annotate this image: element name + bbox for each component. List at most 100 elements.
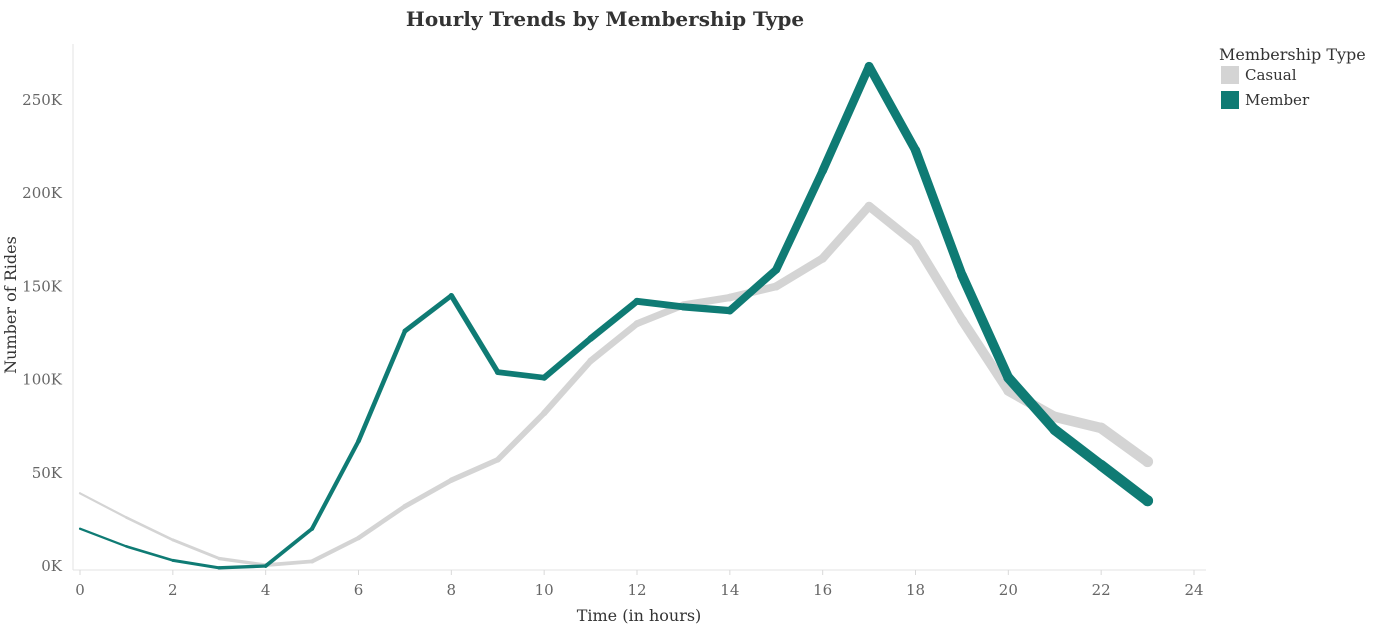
- x-tick-label: 8: [447, 581, 457, 599]
- series-segment: [125, 516, 175, 542]
- y-tick-label: 0K: [41, 557, 63, 575]
- series-segment: [1095, 459, 1153, 507]
- data-point: [957, 270, 967, 280]
- series-segment: [818, 201, 874, 263]
- data-point: [448, 477, 454, 483]
- data-point: [541, 374, 548, 381]
- series-segment: [448, 293, 501, 375]
- data-point: [356, 438, 361, 444]
- series-segment: [864, 201, 920, 248]
- data-point: [633, 297, 641, 305]
- data-point: [1095, 460, 1107, 471]
- x-tick-label: 12: [627, 581, 646, 599]
- series-segment: [957, 270, 1014, 383]
- y-axis-ticks: 0K 50K 100K 150K 200K 250K: [22, 91, 63, 575]
- legend-label-casual: Casual: [1245, 66, 1297, 84]
- series-segment: [310, 535, 361, 564]
- data-point: [79, 492, 81, 495]
- series-segment: [78, 527, 128, 548]
- series-segment: [402, 293, 454, 334]
- data-point: [587, 357, 594, 365]
- series-segment: [217, 564, 268, 570]
- data-point: [726, 293, 734, 302]
- data-point: [633, 320, 641, 327]
- series-segment: [125, 545, 175, 562]
- series-segment: [541, 357, 594, 417]
- x-tick-label: 4: [261, 581, 271, 599]
- series-segment: [910, 145, 967, 280]
- data-point: [402, 503, 408, 509]
- data-point: [910, 238, 921, 248]
- series-segment: [263, 559, 314, 567]
- data-point: [1049, 424, 1060, 436]
- legend-label-member: Member: [1245, 91, 1310, 109]
- x-tick-label: 24: [1184, 581, 1203, 599]
- data-point: [679, 303, 687, 311]
- data-point: [726, 306, 734, 315]
- series-segment: [633, 297, 687, 311]
- data-point: [864, 62, 874, 71]
- data-point: [864, 201, 874, 211]
- y-tick-label: 50K: [32, 464, 63, 482]
- x-axis-ticks: 0 2 4 6 8 10 12 14 16 18 20 22 24: [75, 570, 1204, 599]
- data-point: [217, 556, 221, 561]
- data-point: [310, 526, 315, 531]
- series-segment: [448, 457, 501, 483]
- data-point: [263, 564, 268, 568]
- series-segment: [310, 439, 361, 531]
- y-tick-label: 100K: [22, 371, 63, 389]
- series-layer: [78, 61, 1154, 570]
- x-tick-label: 20: [999, 581, 1018, 599]
- series-segment: [1049, 411, 1107, 434]
- series-member: [78, 61, 1154, 570]
- y-tick-label: 150K: [22, 277, 63, 295]
- series-casual: [78, 201, 1154, 567]
- x-tick-label: 14: [720, 581, 739, 599]
- series-segment: [772, 166, 827, 274]
- series-segment: [356, 328, 408, 444]
- series-segment: [587, 320, 641, 365]
- data-point: [541, 410, 548, 417]
- series-segment: [402, 477, 454, 509]
- data-point: [356, 535, 361, 541]
- data-point: [772, 282, 781, 291]
- series-segment: [587, 298, 641, 342]
- series-segment: [957, 315, 1014, 396]
- series-segment: [263, 526, 314, 568]
- data-point: [1003, 385, 1014, 396]
- data-point: [494, 369, 501, 375]
- data-point: [1003, 372, 1014, 383]
- series-segment: [679, 303, 734, 315]
- data-point: [1049, 411, 1060, 422]
- x-tick-label: 6: [354, 581, 364, 599]
- data-point: [171, 538, 175, 542]
- series-segment: [171, 558, 221, 570]
- series-segment: [1049, 424, 1107, 471]
- data-point: [772, 265, 781, 274]
- data-point: [448, 293, 454, 299]
- series-segment: [494, 369, 548, 381]
- y-tick-label: 250K: [22, 91, 63, 109]
- data-point: [910, 145, 921, 155]
- data-point: [818, 254, 827, 263]
- series-segment: [1003, 372, 1060, 435]
- series-segment: [725, 265, 781, 315]
- data-point: [217, 566, 221, 570]
- data-point: [79, 527, 81, 530]
- data-point: [310, 559, 315, 564]
- data-point: [171, 559, 175, 562]
- legend: Membership Type Casual Member: [1219, 45, 1366, 109]
- data-point: [125, 545, 128, 548]
- series-segment: [1095, 422, 1153, 468]
- series-segment: [679, 293, 734, 309]
- chart-title: Hourly Trends by Membership Type: [406, 7, 804, 31]
- data-point: [957, 315, 967, 325]
- series-segment: [78, 492, 128, 519]
- legend-swatch-member: [1221, 91, 1239, 109]
- series-segment: [818, 62, 874, 176]
- data-point: [818, 166, 827, 175]
- x-tick-label: 0: [75, 581, 85, 599]
- data-point: [1095, 422, 1107, 434]
